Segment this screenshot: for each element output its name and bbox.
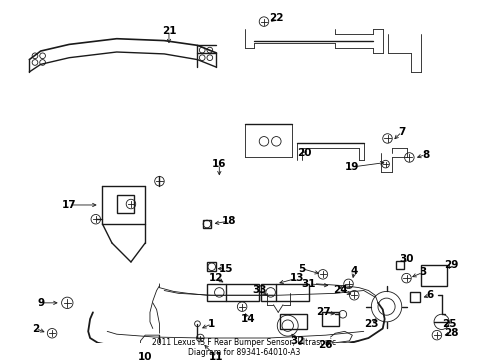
Text: 13: 13 xyxy=(289,273,304,283)
Text: 12: 12 xyxy=(209,273,224,283)
Text: 17: 17 xyxy=(62,200,76,210)
Text: 15: 15 xyxy=(218,264,233,274)
Text: 21: 21 xyxy=(162,26,176,36)
Text: 7: 7 xyxy=(397,127,405,137)
Text: 26: 26 xyxy=(318,339,332,350)
Text: 4: 4 xyxy=(350,266,357,276)
Text: 24: 24 xyxy=(332,285,346,296)
Text: 8: 8 xyxy=(421,150,428,159)
Text: 5: 5 xyxy=(298,264,305,274)
Bar xyxy=(420,265,447,286)
Bar xyxy=(203,220,211,228)
Text: 20: 20 xyxy=(297,148,311,158)
Text: 1: 1 xyxy=(208,319,215,329)
Text: 14: 14 xyxy=(240,314,255,324)
Text: 25: 25 xyxy=(441,319,456,329)
Text: 19: 19 xyxy=(345,162,359,172)
Bar xyxy=(207,262,216,271)
Bar xyxy=(261,284,308,301)
Text: 28: 28 xyxy=(443,328,457,338)
Text: 2011 Lexus IS F Rear Bumper Sensor, Ultrasonic
Diagram for 89341-64010-A3: 2011 Lexus IS F Rear Bumper Sensor, Ultr… xyxy=(152,338,335,357)
Text: 29: 29 xyxy=(443,260,457,270)
Text: 3: 3 xyxy=(418,267,426,278)
Text: 10: 10 xyxy=(138,352,152,360)
Bar xyxy=(206,284,259,301)
Bar xyxy=(321,312,338,326)
Bar xyxy=(395,261,403,269)
Text: 33: 33 xyxy=(251,284,266,294)
Text: 18: 18 xyxy=(221,216,236,226)
Text: 11: 11 xyxy=(209,352,224,360)
Bar xyxy=(117,195,134,213)
Bar xyxy=(280,314,306,329)
Text: 31: 31 xyxy=(301,279,315,289)
Text: 9: 9 xyxy=(37,298,44,308)
Text: 2: 2 xyxy=(32,324,40,333)
Bar xyxy=(409,292,419,302)
Text: 22: 22 xyxy=(268,13,283,23)
Text: 23: 23 xyxy=(364,319,378,329)
Text: 32: 32 xyxy=(289,336,304,346)
Text: 16: 16 xyxy=(212,159,226,169)
Text: 27: 27 xyxy=(316,307,330,318)
Text: 30: 30 xyxy=(398,254,413,264)
Text: 6: 6 xyxy=(426,290,433,300)
